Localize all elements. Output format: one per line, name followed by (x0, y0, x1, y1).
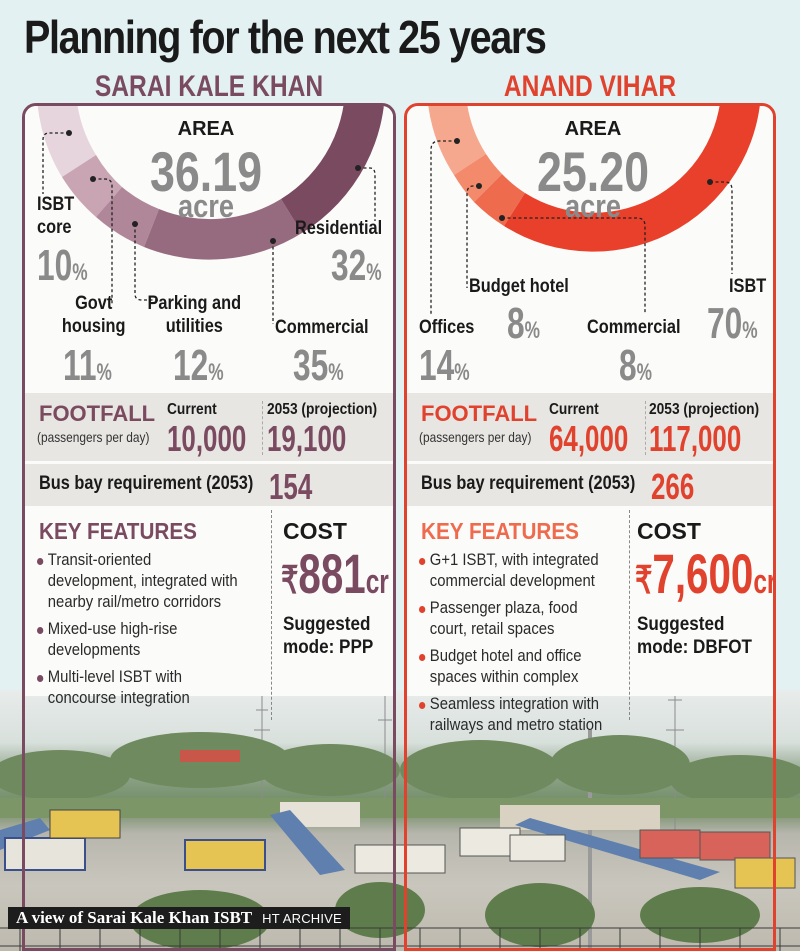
segment-label-isbt-core: ISBT core (37, 194, 75, 238)
bus-bay-panel: Bus bay requirement (2053) 154 (25, 464, 393, 507)
footfall-panel: FOOTFALL (passengers per day) Current 64… (407, 393, 773, 461)
bullet-icon (419, 606, 426, 613)
segment-label-isbt: ISBT (729, 276, 767, 297)
footfall-current-label: Current (549, 401, 599, 418)
key-features-list: G+1 ISBT, with integrated commercial dev… (419, 550, 623, 742)
footfall-panel: FOOTFALL (passengers per day) Current 10… (25, 393, 393, 461)
cost-heading: COST (637, 518, 701, 544)
caption-text: A view of Sarai Kale Khan ISBT (16, 908, 253, 927)
segment-pct-isbt: 70% (707, 299, 758, 348)
bullet-icon (419, 654, 426, 661)
segment-pct-commercial: 8% (619, 341, 652, 390)
footfall-projection-label: 2053 (projection) (267, 401, 378, 418)
key-feature-item: G+1 ISBT, with integrated commercial dev… (419, 550, 602, 592)
cost-heading: COST (283, 518, 347, 544)
segment-label-parking-utilities: Parking and utilities (147, 293, 242, 337)
footfall-current-value: 64,000 (549, 418, 629, 459)
bus-bay-value: 154 (269, 466, 313, 507)
footfall-projection-value: 117,000 (649, 418, 742, 459)
page-title: Planning for the next 25 years (24, 11, 547, 63)
photo-scene-illustration (0, 630, 800, 951)
footfall-projection-label: 2053 (projection) (649, 401, 760, 418)
footfall-subtitle: (passengers per day) (37, 429, 150, 445)
bus-bay-value: 266 (651, 466, 695, 507)
footfall-heading: FOOTFALL (421, 401, 538, 426)
suggested-mode: Suggested mode: PPP (283, 614, 374, 658)
anand-vihar-card: AREA 25.20 acre Offices 14% Budget hotel… (404, 103, 776, 951)
key-features-list: Transit-oriented development, integrated… (37, 550, 260, 715)
footfall-divider (645, 401, 646, 455)
key-feature-item: Multi-level ISBT with concourse integrat… (37, 667, 238, 709)
area-donut-chart (428, 106, 760, 314)
segment-pct-residential: 32% (331, 241, 382, 290)
segment-pct-offices: 14% (419, 341, 470, 390)
segment-pct-govt-housing: 11% (63, 341, 112, 390)
bullet-icon (419, 702, 426, 709)
key-features-heading: KEY FEATURES (39, 518, 197, 544)
footfall-current-label: Current (167, 401, 217, 418)
segment-label-commercial: Commercial (275, 317, 369, 338)
area-unit: acre (565, 188, 621, 224)
cost-value: ₹7,600cr (635, 542, 776, 605)
area-value: 25.20 (536, 140, 650, 203)
bullet-icon (419, 558, 426, 565)
cost-divider (629, 510, 630, 720)
city-title-anand-vihar: ANAND VIHAR (503, 70, 677, 103)
suggested-mode: Suggested mode: DBFOT (637, 614, 752, 658)
key-feature-item: Seamless integration with railways and m… (419, 694, 602, 736)
segment-pct-isbt-core: 10% (37, 241, 88, 290)
footfall-projection-value: 19,100 (267, 418, 347, 459)
segment-label-offices: Offices (419, 317, 475, 338)
key-features-heading: KEY FEATURES (421, 518, 579, 544)
footfall-divider (262, 401, 263, 455)
city-title-sarai-kale-khan: SARAI KALE KHAN (94, 70, 324, 103)
key-feature-item: Passenger plaza, food court, retail spac… (419, 598, 602, 640)
key-feature-item: Budget hotel and office spaces within co… (419, 646, 602, 688)
area-value: 36.19 (149, 140, 263, 203)
segment-label-govt-housing: Govt housing (61, 293, 126, 337)
segment-label-budget-hotel: Budget hotel (469, 276, 569, 297)
area-label: AREA (564, 118, 622, 140)
bus-bay-panel: Bus bay requirement (2053) 266 (407, 464, 773, 507)
photo-caption: A view of Sarai Kale Khan ISBT HT ARCHIV… (8, 907, 350, 929)
cost-divider (271, 510, 272, 720)
footfall-current-value: 10,000 (167, 418, 247, 459)
area-donut-chart (37, 106, 384, 324)
segment-pct-commercial: 35% (293, 341, 344, 390)
area-unit: acre (178, 188, 234, 224)
footfall-subtitle: (passengers per day) (419, 429, 532, 445)
segment-pct-parking-utilities: 12% (173, 341, 224, 390)
area-label: AREA (177, 118, 235, 140)
bus-bay-label: Bus bay requirement (2053) (39, 473, 254, 494)
cost-value: ₹881cr (281, 542, 389, 605)
segment-label-commercial: Commercial (587, 317, 681, 338)
segment-label-residential: Residential (295, 218, 383, 239)
key-feature-item: Transit-oriented development, integrated… (37, 550, 238, 613)
sarai-kale-khan-card: AREA 36.19 acre ISBT core 10% Govt housi… (22, 103, 396, 951)
key-feature-item: Mixed-use high-rise developments (37, 619, 238, 661)
photo-credit: HT ARCHIVE (262, 910, 342, 926)
segment-pct-budget-hotel: 8% (507, 299, 540, 348)
footfall-heading: FOOTFALL (39, 401, 156, 426)
bus-bay-label: Bus bay requirement (2053) (421, 473, 636, 494)
